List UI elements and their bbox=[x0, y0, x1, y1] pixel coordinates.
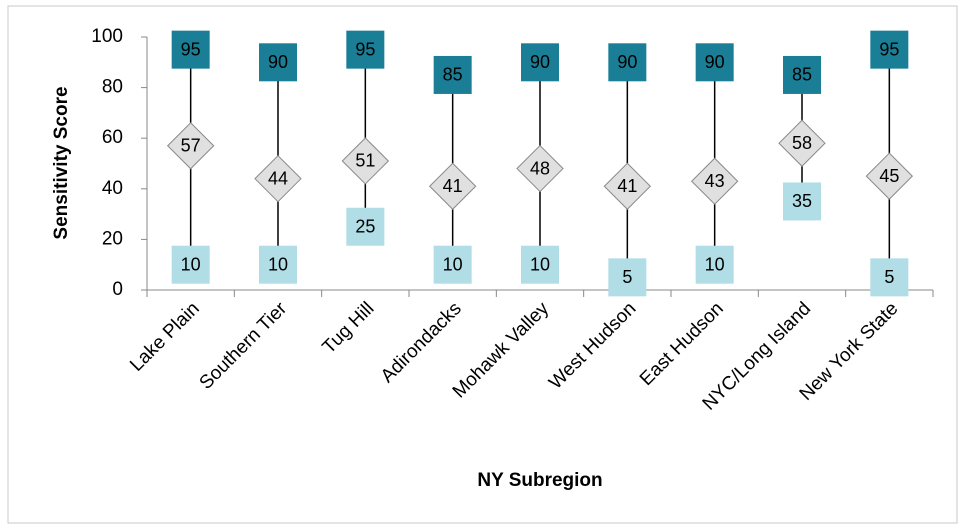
range-marker bbox=[346, 30, 385, 69]
data-label: 41 bbox=[443, 176, 463, 196]
data-label: 10 bbox=[705, 254, 725, 274]
data-label: 5 bbox=[884, 267, 894, 287]
data-label: 90 bbox=[705, 52, 725, 72]
range-marker bbox=[608, 43, 647, 82]
range-marker bbox=[695, 43, 734, 82]
y-tick-label: 100 bbox=[91, 26, 123, 47]
data-label: 35 bbox=[792, 191, 812, 211]
range-marker bbox=[870, 258, 909, 297]
range-marker bbox=[433, 245, 472, 284]
data-label: 95 bbox=[181, 39, 201, 59]
data-label: 10 bbox=[443, 254, 463, 274]
range-marker bbox=[346, 207, 385, 246]
range-marker bbox=[171, 245, 210, 284]
x-axis-title: NY Subregion bbox=[477, 470, 602, 491]
data-label: 44 bbox=[268, 168, 288, 188]
mean-marker bbox=[254, 154, 302, 203]
data-label: 10 bbox=[530, 254, 550, 274]
range-marker bbox=[171, 30, 210, 69]
mean-marker bbox=[516, 144, 564, 193]
y-axis-title: Sensitivity Score bbox=[51, 86, 72, 239]
y-tick-label: 0 bbox=[112, 279, 123, 300]
mean-marker bbox=[603, 162, 652, 210]
mean-marker bbox=[166, 122, 215, 170]
data-label: 10 bbox=[268, 254, 288, 274]
mean-marker bbox=[428, 162, 477, 210]
data-label: 95 bbox=[355, 39, 375, 59]
data-label: 58 bbox=[792, 133, 812, 153]
range-marker bbox=[783, 55, 821, 94]
data-label: 45 bbox=[879, 166, 899, 186]
data-label: 90 bbox=[530, 52, 550, 72]
data-label: 95 bbox=[879, 39, 899, 59]
data-label: 41 bbox=[617, 176, 637, 196]
range-marker bbox=[870, 30, 909, 69]
range-marker bbox=[259, 245, 297, 284]
range-marker bbox=[783, 182, 821, 221]
y-tick-label: 20 bbox=[102, 228, 123, 249]
y-tick-label: 80 bbox=[102, 77, 123, 98]
range-marker bbox=[608, 258, 647, 297]
data-label: 85 bbox=[443, 65, 463, 85]
mean-marker bbox=[690, 157, 739, 205]
data-label: 10 bbox=[181, 254, 201, 274]
mean-marker bbox=[865, 152, 914, 200]
data-label: 5 bbox=[622, 267, 632, 287]
data-label: 90 bbox=[617, 52, 637, 72]
data-label: 57 bbox=[181, 136, 201, 156]
data-label: 51 bbox=[355, 151, 375, 171]
range-marker bbox=[521, 43, 559, 82]
mean-marker bbox=[341, 137, 390, 185]
data-label: 90 bbox=[268, 52, 288, 72]
data-label: 85 bbox=[792, 65, 812, 85]
y-tick-label: 60 bbox=[102, 127, 123, 148]
range-marker bbox=[521, 245, 559, 284]
y-tick-label: 40 bbox=[102, 178, 123, 199]
range-marker bbox=[433, 55, 472, 94]
data-label: 43 bbox=[705, 171, 725, 191]
data-label: 25 bbox=[355, 217, 375, 237]
mean-marker bbox=[778, 119, 826, 167]
data-label: 48 bbox=[530, 158, 550, 178]
range-marker bbox=[259, 43, 297, 82]
range-marker bbox=[695, 245, 734, 284]
